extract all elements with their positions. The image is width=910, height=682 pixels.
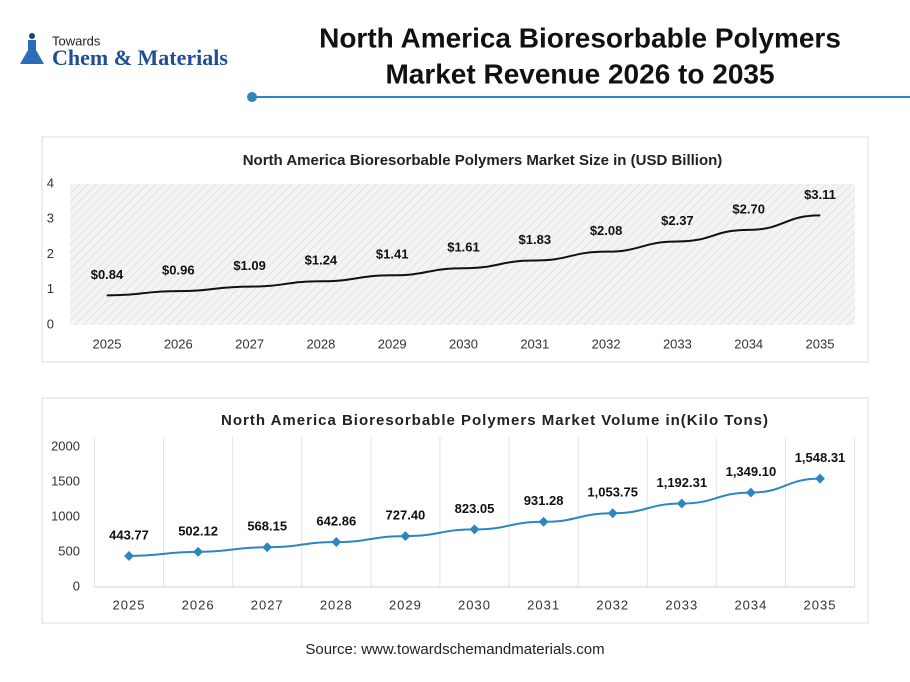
x-tick-label: 2031	[527, 597, 560, 612]
marker	[124, 550, 134, 561]
data-label: 1,192.31	[656, 475, 707, 490]
y-tick-label: 1000	[51, 508, 80, 523]
point	[534, 259, 536, 261]
marker	[331, 537, 342, 547]
x-tick-label: 2032	[596, 597, 629, 612]
marker	[815, 473, 825, 484]
marker	[745, 487, 756, 498]
y-tick-label: 3	[47, 211, 54, 226]
marker	[193, 546, 204, 557]
y-tick-label: 1	[47, 281, 54, 296]
y-tick-label: 2	[47, 246, 54, 261]
x-tick-label: 2033	[663, 336, 692, 351]
point	[106, 294, 108, 296]
data-label: 642.86	[316, 513, 356, 528]
y-tick-label: 2000	[51, 438, 80, 453]
point	[676, 240, 678, 242]
data-label: 502.12	[178, 523, 218, 538]
point	[819, 214, 821, 216]
data-label: $0.84	[91, 267, 124, 282]
data-label: $2.37	[661, 213, 694, 228]
chart-title: North America Bioresorbable Polymers Mar…	[243, 152, 723, 169]
data-label: 443.77	[109, 527, 149, 542]
x-tick-label: 2032	[592, 336, 621, 351]
marker	[538, 516, 549, 527]
x-tick-label: 2030	[449, 336, 478, 351]
x-tick-label: 2034	[734, 336, 763, 351]
data-label: 727.40	[386, 508, 426, 523]
x-tick-label: 2029	[389, 597, 422, 612]
data-label: $1.09	[233, 258, 266, 273]
y-tick-label: 500	[58, 543, 80, 558]
x-tick-label: 2025	[113, 597, 146, 612]
x-tick-label: 2035	[806, 336, 835, 351]
x-tick-label: 2026	[164, 336, 193, 351]
x-tick-label: 2028	[306, 336, 335, 351]
data-label: 931.28	[524, 493, 564, 508]
y-tick-label: 0	[47, 316, 54, 331]
data-label: $1.41	[376, 247, 409, 262]
data-label: $1.61	[447, 240, 480, 255]
x-tick-label: 2035	[804, 597, 837, 612]
y-tick-label: 1500	[51, 473, 80, 488]
x-tick-label: 2027	[235, 336, 264, 351]
point	[463, 267, 464, 269]
x-tick-label: 2026	[182, 597, 215, 612]
point	[177, 290, 179, 292]
data-label: 568.15	[247, 519, 287, 534]
plot-background	[70, 184, 855, 325]
x-tick-label: 2025	[93, 336, 122, 351]
x-tick-label: 2030	[458, 597, 491, 612]
x-tick-label: 2034	[734, 597, 767, 612]
page-title: North America Bioresorbable Polymers	[319, 22, 841, 53]
data-label: $0.96	[162, 263, 195, 278]
x-tick-label: 2031	[520, 336, 549, 351]
source: Source: www.towardschemandmaterials.com	[305, 641, 604, 658]
marker	[676, 498, 687, 509]
x-tick-label: 2029	[378, 336, 407, 351]
data-label: $1.83	[519, 232, 552, 247]
data-line	[106, 214, 821, 297]
point	[391, 274, 393, 276]
point	[605, 251, 607, 253]
x-tick-label: 2027	[251, 597, 284, 612]
data-label: $2.70	[732, 201, 765, 216]
data-label: $1.24	[305, 253, 338, 268]
logo: Towards Chem & Materials	[20, 33, 228, 70]
y-tick-label: 0	[73, 578, 80, 593]
logo-main: Chem & Materials	[52, 45, 228, 70]
marker	[400, 531, 411, 542]
page-title: Market Revenue 2026 to 2035	[385, 58, 774, 89]
marker	[469, 524, 480, 535]
x-tick-label: 2028	[320, 597, 353, 612]
point	[748, 229, 750, 231]
x-tick-label: 2033	[665, 597, 698, 612]
data-label: 1,053.75	[587, 485, 638, 500]
data-label: 1,349.10	[726, 464, 777, 479]
y-tick-label: 4	[47, 175, 54, 190]
chart-title: North America Bioresorbable Polymers Mar…	[221, 412, 769, 429]
point	[320, 280, 322, 282]
data-label: $2.08	[590, 223, 623, 238]
data-label: 1,548.31	[795, 450, 846, 465]
point	[249, 286, 251, 288]
marker	[262, 542, 273, 553]
logo-top: Towards	[52, 33, 101, 48]
data-label: 823.05	[455, 501, 495, 516]
divider-dot	[247, 92, 257, 102]
data-label: $3.11	[804, 187, 836, 202]
chart-frame	[41, 397, 869, 624]
marker	[607, 508, 618, 519]
